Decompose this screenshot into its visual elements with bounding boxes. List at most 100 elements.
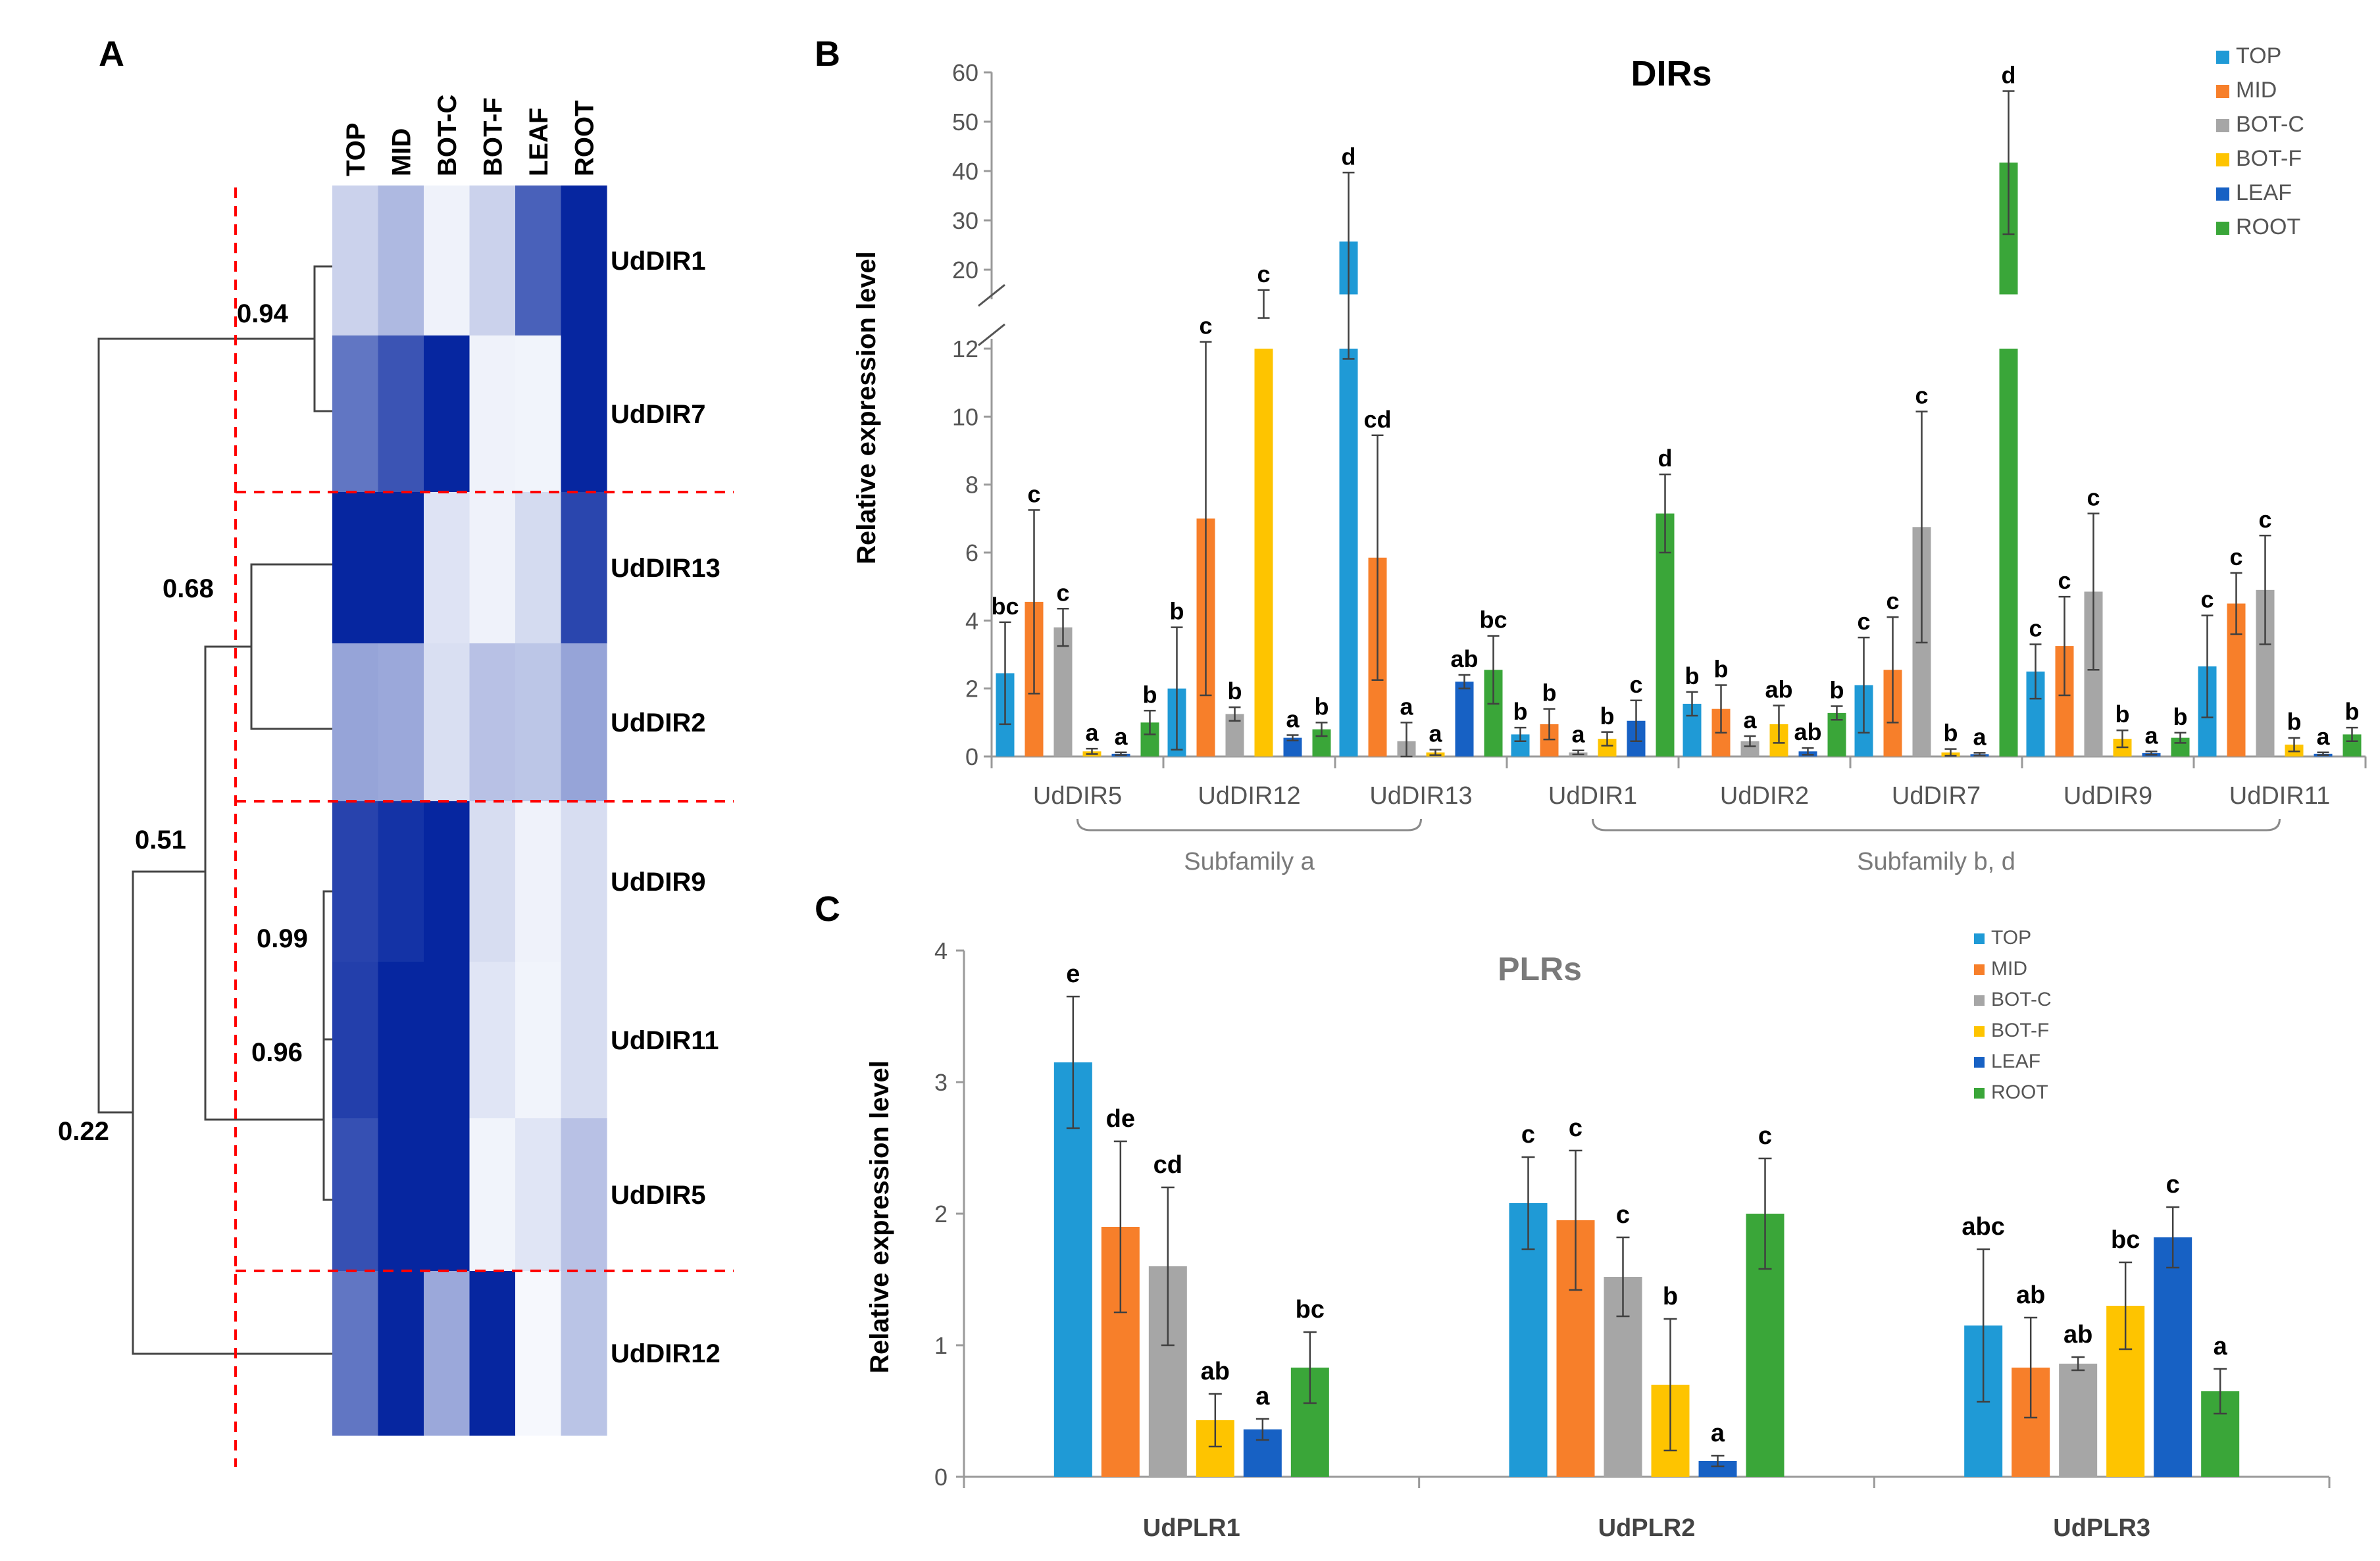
heatmap-cell — [515, 186, 562, 336]
subfamily-bracket — [1076, 818, 1422, 831]
heatmap — [332, 186, 607, 1436]
y-tick-label: 4 — [965, 607, 978, 634]
legend-swatch — [1974, 1088, 1985, 1099]
heatmap-row-label: UdDIR7 — [611, 400, 705, 429]
category-label: UdDIR7 — [1892, 782, 1981, 810]
error-bar — [2119, 1261, 2133, 1350]
significance-letter: c — [2166, 1171, 2180, 1199]
chart-title: DIRs — [1631, 54, 1711, 93]
significance-letter: c — [2029, 615, 2042, 642]
heatmap-cell — [561, 643, 607, 802]
heatmap-cell — [515, 1118, 562, 1272]
error-bar — [2317, 751, 2329, 756]
heatmap-cell — [515, 801, 562, 962]
significance-letter: d — [1658, 445, 1673, 472]
error-bar — [1057, 608, 1069, 647]
error-bar — [1915, 410, 1928, 644]
error-bar — [2071, 1356, 2085, 1372]
significance-letter: c — [1857, 608, 1870, 635]
significance-letter: c — [1521, 1121, 1535, 1149]
significance-letter: b — [1143, 681, 1157, 708]
significance-letter: d — [1342, 143, 1356, 170]
legend-swatch — [1974, 1057, 1985, 1068]
error-bar — [1028, 509, 1040, 695]
significance-letter: b — [1944, 720, 1958, 747]
heatmap-cell — [378, 186, 424, 336]
error-bar — [1487, 635, 1500, 705]
heatmap-column-label: TOP — [342, 122, 370, 176]
y-tick-label: 10 — [952, 403, 978, 430]
error-bar — [1744, 735, 1756, 747]
heatmap-cell — [378, 643, 424, 802]
error-bar — [1773, 705, 1785, 744]
category-label: UdDIR12 — [1198, 782, 1300, 810]
bootstrap-value: 0.68 — [163, 574, 214, 603]
significance-letter: b — [1663, 1283, 1678, 1310]
legend-label: LEAF — [2236, 180, 2292, 205]
error-bar — [1400, 722, 1413, 758]
bar — [1339, 349, 1358, 756]
axes: 0 1 2 3 4 — [934, 937, 2329, 1491]
heatmap-cell — [469, 1271, 516, 1436]
cut-lines — [234, 187, 734, 1467]
y-tick-label: 60 — [952, 59, 978, 86]
bar — [1999, 349, 2018, 756]
bar — [2154, 1237, 2192, 1477]
dendrogram-branch — [97, 337, 315, 1114]
significance-letter: c — [1027, 480, 1040, 507]
error-bar — [2174, 731, 2187, 744]
significance-letter: b — [1830, 677, 1844, 704]
error-bar — [1831, 705, 1843, 721]
error-bar — [1616, 1236, 1630, 1318]
heatmap-column-label: BOT-F — [478, 97, 507, 176]
legend-label: BOT-C — [1991, 989, 2052, 1010]
error-bar — [2288, 737, 2300, 753]
heatmap-cell — [515, 1271, 562, 1436]
legend-swatch — [1974, 995, 1985, 1006]
heatmap-cell — [515, 335, 562, 493]
y-axis-label: Relative expression level — [852, 251, 881, 564]
heatmap-cell — [424, 335, 470, 493]
y-tick-label: 0 — [965, 743, 978, 770]
subfamily-label: Subfamily a — [1184, 848, 1315, 876]
y-tick-label: 4 — [934, 937, 948, 964]
bar — [1656, 513, 1675, 756]
significance-letter: de — [1106, 1105, 1135, 1133]
dendrogram-branch — [322, 890, 332, 1120]
error-bar — [1886, 616, 1899, 724]
heatmap-cell — [332, 801, 379, 962]
category-label: UdDIR13 — [1369, 782, 1472, 810]
heatmap-cell — [469, 1118, 516, 1272]
category-label: UdDIR11 — [2229, 782, 2330, 810]
error-bar — [1342, 172, 1355, 360]
error-bar — [1858, 636, 1870, 734]
significance-letter: abc — [1962, 1213, 2004, 1241]
panel-c: C PLRs Relative expression level 0 1 2 3 4 e… — [815, 889, 2331, 1542]
error-bar — [1944, 748, 1957, 757]
significance-letter: c — [1758, 1122, 1772, 1150]
category-label: UdDIR5 — [1033, 782, 1122, 810]
significance-letter: a — [1085, 719, 1099, 746]
significance-letter: c — [1915, 382, 1928, 409]
y-tick-label: 12 — [952, 335, 978, 362]
error-bar — [1543, 708, 1556, 741]
axis-break-mark — [978, 284, 1005, 307]
heatmap-cell — [424, 643, 470, 802]
heatmap-cell — [561, 335, 607, 493]
y-tick-label: 1 — [934, 1332, 948, 1359]
panel-b: B DIRs Relative expression level 0 2 4 6 8 10… — [815, 34, 2367, 876]
heatmap-cell — [469, 492, 516, 644]
y-tick-label: 30 — [952, 207, 978, 234]
subfamily-label: Subfamily b, d — [1857, 848, 2015, 876]
heatmap-cell — [332, 1271, 379, 1436]
error-bars — [1066, 995, 2227, 1468]
significance-letter: c — [2087, 484, 2100, 511]
error-bar — [1429, 749, 1442, 756]
heatmap-column-label: LEAF — [524, 108, 553, 176]
heatmap-cell — [561, 1271, 607, 1436]
error-bar — [1208, 1393, 1222, 1448]
error-bar — [1601, 731, 1613, 747]
heatmap-cell — [515, 643, 562, 802]
dendrogram-branch — [322, 1038, 332, 1201]
